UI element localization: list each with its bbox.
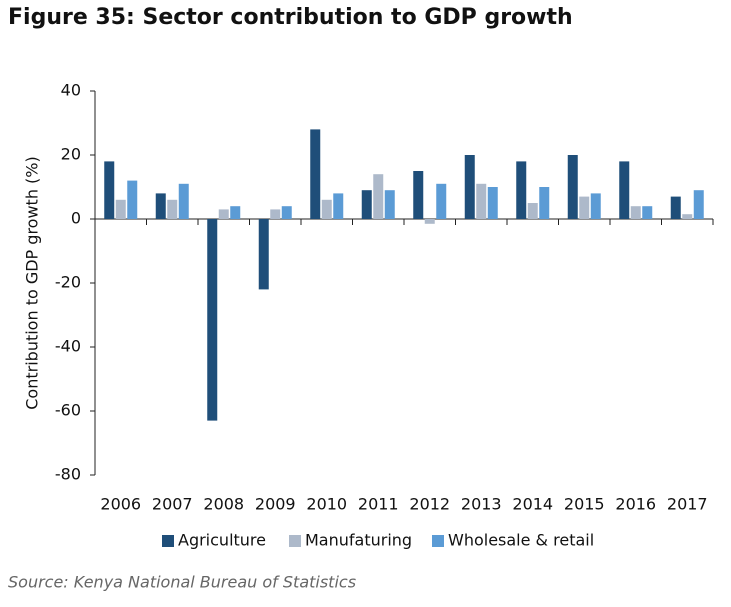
bar <box>310 129 321 219</box>
bar <box>527 203 538 219</box>
bar <box>619 161 630 219</box>
bar <box>281 206 292 219</box>
bar <box>218 209 229 219</box>
bar <box>579 196 590 219</box>
bar <box>670 196 681 219</box>
x-tick-label: 2008 <box>203 495 244 514</box>
y-tick-label: 0 <box>71 209 81 228</box>
x-tick-label: 2016 <box>615 495 656 514</box>
x-tick-label: 2012 <box>409 495 450 514</box>
bar <box>424 219 435 224</box>
bar <box>155 193 166 219</box>
y-tick-label: -80 <box>55 465 81 484</box>
x-tick-label: 2006 <box>100 495 141 514</box>
bar <box>516 161 527 219</box>
bar <box>476 183 487 219</box>
x-tick-label: 2017 <box>667 495 708 514</box>
bar <box>413 171 424 219</box>
bar <box>487 187 498 219</box>
bar <box>682 214 693 219</box>
y-tick-label: 40 <box>61 81 81 100</box>
y-tick-label: -40 <box>55 337 81 356</box>
y-tick-label: -60 <box>55 401 81 420</box>
legend-swatch <box>432 535 444 547</box>
bar <box>333 193 344 219</box>
bar <box>436 183 447 219</box>
chart-title: Figure 35: Sector contribution to GDP gr… <box>8 5 573 30</box>
bar <box>693 190 704 219</box>
bar <box>464 155 475 219</box>
x-tick-label: 2011 <box>358 495 399 514</box>
y-tick-label: 20 <box>61 145 81 164</box>
bar <box>384 190 395 219</box>
bar <box>361 190 372 219</box>
bar <box>167 199 178 219</box>
legend-swatch <box>162 535 174 547</box>
x-tick-label: 2009 <box>255 495 296 514</box>
x-tick-label: 2014 <box>512 495 553 514</box>
x-tick-label: 2015 <box>564 495 605 514</box>
bar <box>539 187 550 219</box>
source: Source: Kenya National Bureau of Statist… <box>8 573 356 592</box>
bar <box>373 174 384 219</box>
legend-swatch <box>289 535 301 547</box>
bar <box>207 219 218 421</box>
bar <box>630 206 641 219</box>
bar <box>104 161 115 219</box>
bar <box>590 193 601 219</box>
x-tick-label: 2007 <box>152 495 193 514</box>
x-tick-label: 2013 <box>461 495 502 514</box>
bar <box>230 206 241 219</box>
bar <box>642 206 653 219</box>
legend-label: Wholesale & retail <box>448 531 594 550</box>
bar <box>115 199 126 219</box>
x-tick-label: 2010 <box>306 495 347 514</box>
y-tick-label: -20 <box>55 273 81 292</box>
bar <box>178 183 189 219</box>
bar <box>567 155 578 219</box>
bar <box>258 219 269 290</box>
bar <box>270 209 281 219</box>
legend-label: Agriculture <box>178 531 266 550</box>
bar <box>321 199 332 219</box>
legend-label: Manufaturing <box>305 531 412 550</box>
bar <box>127 180 138 219</box>
y-axis-label: Contribution to GDP growth (%) <box>23 156 42 409</box>
